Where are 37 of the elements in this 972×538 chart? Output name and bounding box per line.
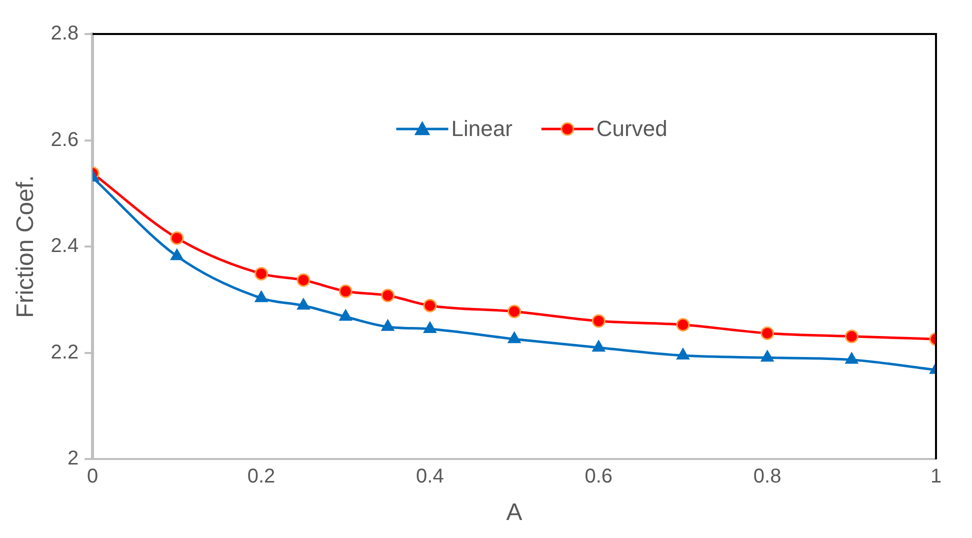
point xyxy=(845,352,858,364)
point xyxy=(339,309,352,321)
y-tick-label: 2 xyxy=(67,448,79,470)
point xyxy=(760,326,774,340)
y-tick-label: 2.4 xyxy=(50,235,79,258)
point xyxy=(254,266,268,280)
x-tick-label: 0 xyxy=(87,466,98,488)
point xyxy=(338,284,352,298)
point xyxy=(592,314,606,328)
point xyxy=(844,330,858,344)
point xyxy=(381,319,394,331)
point xyxy=(676,318,690,332)
x-tick-label: 0.4 xyxy=(416,466,444,488)
point xyxy=(423,298,437,312)
point xyxy=(170,231,184,245)
point xyxy=(296,273,310,287)
x-tick-label: 1 xyxy=(930,466,942,488)
point xyxy=(508,304,522,318)
y-tick-label: 2.8 xyxy=(50,22,79,45)
x-axis-title: A xyxy=(506,499,522,526)
x-tick-label: 0.8 xyxy=(753,466,782,488)
x-tick-label: 0.6 xyxy=(584,466,613,488)
x-tick-label: 0.2 xyxy=(247,466,276,488)
point xyxy=(676,348,690,360)
point xyxy=(508,332,521,344)
point xyxy=(170,248,184,260)
point xyxy=(423,321,437,333)
y-tick-label: 2.2 xyxy=(50,341,79,364)
point xyxy=(760,350,774,362)
legend-label: Linear xyxy=(451,116,512,142)
point xyxy=(296,298,310,310)
point xyxy=(592,340,606,352)
y-tick-label: 2.6 xyxy=(50,128,79,151)
point xyxy=(381,288,395,302)
point xyxy=(254,290,268,302)
y-axis-title: Friction Coef. xyxy=(12,175,40,318)
legend-label: Curved xyxy=(596,116,668,142)
